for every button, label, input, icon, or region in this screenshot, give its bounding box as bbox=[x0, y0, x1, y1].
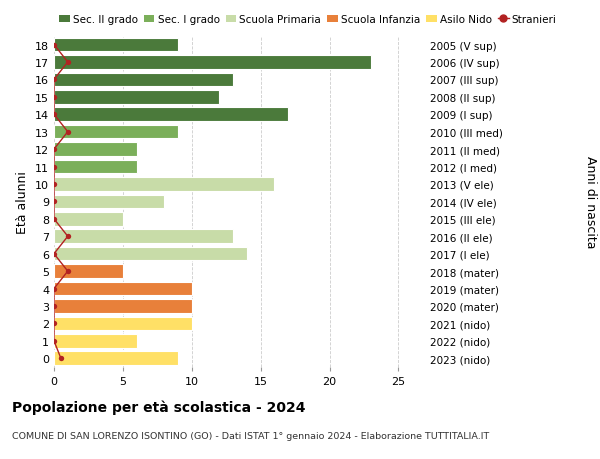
Legend: Sec. II grado, Sec. I grado, Scuola Primaria, Scuola Infanzia, Asilo Nido, Stran: Sec. II grado, Sec. I grado, Scuola Prim… bbox=[59, 15, 557, 25]
Point bbox=[49, 112, 59, 119]
Bar bbox=[54, 300, 192, 313]
Bar bbox=[54, 56, 371, 70]
Point bbox=[49, 94, 59, 101]
Bar bbox=[54, 143, 137, 157]
Point bbox=[63, 268, 73, 275]
Bar bbox=[54, 73, 233, 87]
Bar bbox=[54, 160, 137, 174]
Bar bbox=[54, 39, 178, 52]
Point bbox=[49, 337, 59, 345]
Bar bbox=[54, 352, 178, 365]
Point bbox=[49, 77, 59, 84]
Bar bbox=[54, 247, 247, 261]
Point bbox=[49, 216, 59, 223]
Bar bbox=[54, 265, 123, 278]
Point bbox=[49, 251, 59, 258]
Bar bbox=[54, 91, 220, 104]
Text: COMUNE DI SAN LORENZO ISONTINO (GO) - Dati ISTAT 1° gennaio 2024 - Elaborazione : COMUNE DI SAN LORENZO ISONTINO (GO) - Da… bbox=[12, 431, 489, 441]
Bar bbox=[54, 108, 288, 122]
Point bbox=[49, 42, 59, 49]
Point bbox=[63, 129, 73, 136]
Y-axis label: Età alunni: Età alunni bbox=[16, 171, 29, 233]
Point bbox=[49, 285, 59, 292]
Point bbox=[63, 59, 73, 67]
Bar bbox=[54, 195, 164, 209]
Bar bbox=[54, 230, 233, 244]
Point bbox=[49, 198, 59, 206]
Text: Popolazione per età scolastica - 2024: Popolazione per età scolastica - 2024 bbox=[12, 399, 305, 414]
Point bbox=[56, 355, 65, 362]
Bar bbox=[54, 334, 137, 348]
Bar bbox=[54, 178, 274, 191]
Bar bbox=[54, 282, 192, 296]
Point bbox=[49, 302, 59, 310]
Bar bbox=[54, 317, 192, 330]
Bar bbox=[54, 126, 178, 139]
Point bbox=[49, 320, 59, 327]
Point bbox=[49, 146, 59, 153]
Point bbox=[49, 163, 59, 171]
Point bbox=[63, 233, 73, 241]
Bar bbox=[54, 213, 123, 226]
Text: Anni di nascita: Anni di nascita bbox=[584, 156, 597, 248]
Point bbox=[49, 181, 59, 188]
